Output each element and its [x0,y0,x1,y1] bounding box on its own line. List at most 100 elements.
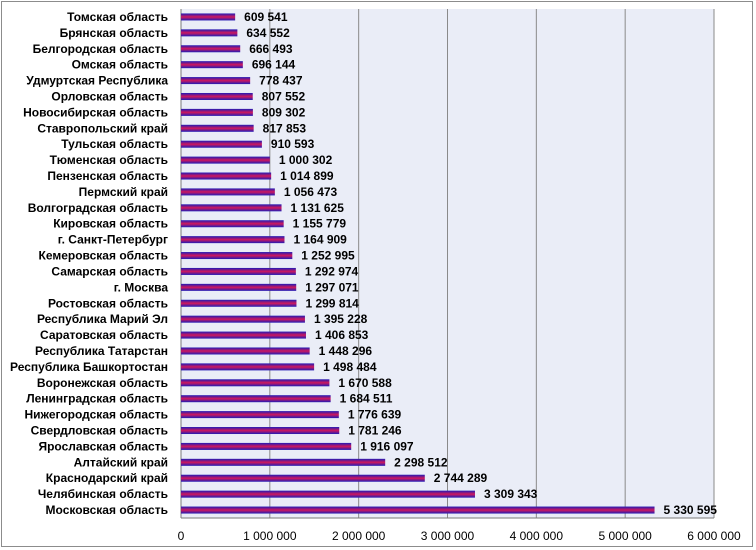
category-label: Ростовская область [48,296,168,310]
category-label: Алтайский край [74,455,168,469]
bar [181,458,386,466]
data-label: 1 684 511 [340,392,393,406]
bar [181,108,253,116]
data-label: 910 593 [271,137,315,151]
data-label: 809 302 [262,105,306,119]
data-label: 1 056 473 [284,185,338,199]
category-label: Тюменская область [50,153,168,167]
category-label: Новосибирская область [23,105,168,119]
data-label: 1 299 814 [305,296,359,310]
bar [181,77,251,85]
data-label: 1 498 484 [323,360,377,374]
data-label: 634 552 [246,26,290,40]
bar [181,236,285,244]
data-label: 778 437 [259,74,303,88]
bar [181,442,352,450]
category-label: Пермский край [79,185,168,199]
category-label: Воронежская область [37,376,168,390]
bar [181,506,655,514]
bar [181,379,330,387]
bar [181,172,272,180]
bar [181,283,297,291]
category-label: Томская область [67,10,168,24]
data-label: 3 309 343 [484,487,538,501]
data-label: 1 164 909 [293,233,347,247]
data-label: 817 853 [263,121,307,135]
data-label: 1 297 071 [305,280,359,294]
data-label: 2 744 289 [434,471,488,485]
category-label: Омская область [72,58,168,72]
data-label: 1 448 296 [319,344,373,358]
category-label: Ставропольский край [37,121,168,135]
bar [181,124,254,132]
bar [181,411,339,419]
labels: 0 1 000 000 2 000 000 3 000 000 4 000 000 5 0… [10,10,741,543]
x-tick-label: 6 000 000 [687,529,741,543]
x-tick-label: 2 000 000 [332,529,386,543]
bar [181,220,284,228]
category-label: Тульская область [61,137,168,151]
category-label: Краснодарский край [46,471,168,485]
bar [181,347,310,355]
category-label: Самарская область [51,264,168,278]
data-label: 696 144 [252,58,296,72]
data-label: 666 493 [249,42,293,56]
bar [181,45,241,53]
x-tick-label: 1 000 000 [243,529,297,543]
data-label: 1 155 779 [293,217,347,231]
category-label: Московская область [46,503,168,517]
x-tick-label: 0 [178,529,185,543]
category-label: Пензенская область [47,169,168,183]
data-label: 1 776 639 [348,408,402,422]
category-label: Ярославская область [38,439,168,453]
bar [181,156,270,164]
category-label: Ленинградская область [26,392,168,406]
bar [181,13,236,21]
category-label: Нижегородская область [24,408,168,422]
bar [181,363,315,371]
category-label: Республика Татарстан [35,344,168,358]
category-label: Удмуртская Республика [26,74,168,88]
data-label: 807 552 [262,89,306,103]
x-tick-label: 4 000 000 [510,529,564,543]
bar [181,92,253,100]
category-label: г. Москва [114,280,169,294]
category-label: Челябинская область [38,487,168,501]
data-label: 1 252 995 [301,249,355,263]
category-label: Волгоградская область [28,201,168,215]
category-label: Орловская область [51,89,168,103]
category-label: Брянская область [60,26,168,40]
category-label: Кировская область [53,217,168,231]
bar [181,395,331,403]
category-label: Белгородская область [33,42,168,56]
data-label: 1 916 097 [360,439,414,453]
bars [181,13,655,514]
data-label: 1 406 853 [315,328,369,342]
category-label: г. Санкт-Петербург [58,233,168,247]
bar [181,188,275,196]
bar [181,204,282,212]
data-label: 1 670 588 [338,376,392,390]
data-label: 5 330 595 [664,503,718,517]
bar [181,331,306,339]
bar [181,474,425,482]
data-label: 2 298 512 [394,455,448,469]
bar [181,299,297,307]
category-label: Республика Башкортостан [10,360,168,374]
bar [181,29,238,37]
category-label: Кемеровская область [39,249,169,263]
x-tick-label: 5 000 000 [598,529,652,543]
data-label: 1 000 302 [279,153,333,167]
category-label: Республика Марий Эл [37,312,168,326]
bar [181,252,293,260]
data-label: 1 781 246 [348,424,402,438]
data-label: 609 541 [244,10,288,24]
data-label: 1 014 899 [280,169,334,183]
category-label: Свердловская область [31,424,168,438]
bar [181,140,262,148]
bar [181,267,296,275]
bar [181,315,305,323]
bar [181,61,243,69]
bar [181,490,475,498]
data-label: 1 292 974 [305,264,359,278]
